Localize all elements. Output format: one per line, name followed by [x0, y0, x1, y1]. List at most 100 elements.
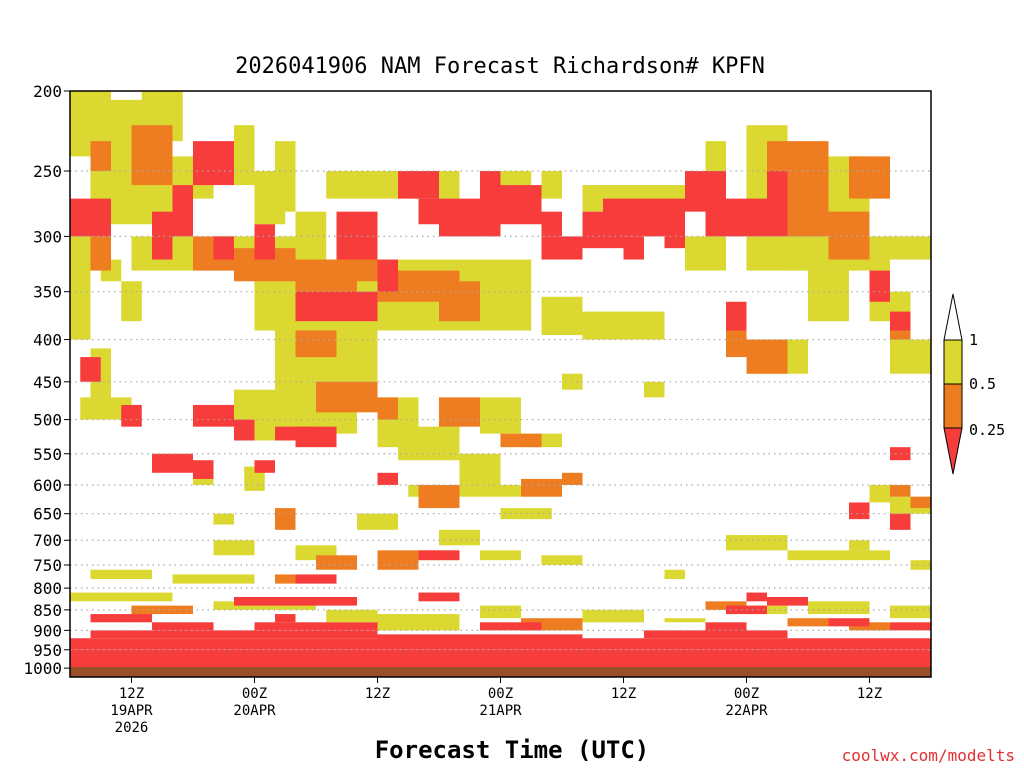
source-credit[interactable]: coolwx.com/modelts [842, 746, 1015, 765]
ri-cell-2-56 [767, 596, 808, 606]
chart-title: 2026041906 NAM Forecast Richardson# KPFN [235, 54, 765, 79]
ri-cell-2-4 [172, 185, 193, 237]
ri-cell-0-13 [234, 125, 255, 186]
y-tick-label-500: 500 [33, 411, 62, 430]
y-tick-label-300: 300 [33, 227, 62, 246]
ri-cell-1-27 [910, 496, 931, 509]
y-axis-ticks: 200 250 300 350 400 450 500 550 600 650 700 750 800 8… [23, 82, 70, 678]
ri-cell-2-57 [418, 592, 460, 602]
ri-cell-0-67 [377, 614, 460, 631]
ri-cell-0-35 [541, 171, 562, 199]
ri-cell-0-30 [541, 296, 583, 336]
x-tick-label-1-1: 20APR [233, 703, 276, 719]
ri-cell-0-44 [890, 339, 931, 374]
ri-cell-2-60 [890, 622, 931, 631]
ri-cell-2-11 [295, 426, 337, 448]
ri-cell-1-19 [275, 508, 296, 530]
y-tick-label-700: 700 [33, 531, 62, 550]
ri-cell-0-76 [213, 513, 234, 525]
y-tick-label-450: 450 [33, 373, 62, 392]
ri-cell-1-0 [90, 141, 111, 172]
ri-cell-2-51 [254, 622, 378, 631]
ri-cell-0-63 [90, 569, 152, 580]
ri-cell-2-24 [603, 198, 644, 237]
ri-cell-0-62 [172, 574, 255, 584]
ri-cell-0-77 [357, 513, 398, 530]
ri-cell-1-29 [275, 574, 296, 584]
ground-layer [70, 667, 931, 677]
x-axis-label: Forecast Time (UTC) [375, 736, 650, 764]
ri-cell-0-37 [685, 236, 726, 271]
x-tick-label-0-1: 19APR [110, 703, 153, 719]
ri-cell-1-2 [90, 236, 111, 271]
ri-cell-0-70 [664, 618, 706, 623]
legend-top-arrow [943, 293, 963, 341]
ri-cell-2-48 [377, 634, 583, 643]
y-tick-label-250: 250 [33, 162, 62, 181]
ri-cell-1-13 [500, 433, 542, 448]
x-tick-label-1-0: 00Z [242, 686, 267, 702]
ri-cell-2-15 [377, 259, 398, 292]
heatmap-cells [70, 91, 931, 669]
ri-cell-1-16 [418, 484, 460, 509]
ri-cell-0-28 [500, 508, 552, 520]
ri-cell-2-7 [254, 224, 275, 260]
ri-cell-2-6 [213, 236, 234, 260]
x-tick-label-3-1: 21APR [479, 703, 522, 719]
y-tick-label-900: 900 [33, 621, 62, 640]
ri-cell-0-55 [910, 560, 931, 570]
ri-cell-0-48 [644, 381, 665, 398]
ri-cell-2-58 [275, 614, 296, 623]
ri-cell-0-52 [726, 535, 788, 551]
ri-cell-0-46 [808, 270, 849, 322]
legend-label-2: 0.25 [969, 421, 1005, 439]
ri-cell-2-31 [767, 171, 788, 225]
x-tick-label-0-0: 12Z [119, 686, 144, 702]
ri-cell-2-19 [439, 211, 501, 237]
ri-cell-2-59 [828, 618, 870, 627]
ri-cell-0-49 [562, 373, 583, 390]
ri-cell-2-45 [70, 638, 931, 650]
ri-cell-2-18 [480, 171, 501, 225]
ri-cell-2-14 [336, 211, 378, 260]
ri-cell-2-2 [121, 404, 142, 427]
y-tick-label-200: 200 [33, 82, 62, 101]
ri-cell-1-33 [787, 618, 829, 627]
ri-cell-1-25 [746, 339, 788, 374]
x-tick-label-6-0: 12Z [857, 686, 882, 702]
ri-cell-2-55 [746, 592, 767, 602]
y-tick-label-650: 650 [33, 505, 62, 524]
ri-cell-0-15 [275, 141, 296, 212]
ri-cell-2-22 [541, 236, 583, 260]
x-tick-label-3-0: 00Z [488, 686, 513, 702]
ri-cell-1-11 [377, 397, 398, 420]
ri-cell-2-21 [541, 211, 562, 237]
ri-cell-1-14 [562, 472, 583, 485]
ri-cell-0-9 [121, 281, 142, 322]
y-tick-label-350: 350 [33, 283, 62, 302]
y-tick-label-800: 800 [33, 579, 62, 598]
ri-cell-0-26 [480, 397, 521, 434]
colorbar-legend: 1 0.5 0.25 [943, 293, 1005, 475]
ri-cell-0-32 [326, 171, 398, 199]
ri-cell-1-22 [828, 211, 870, 260]
x-tick-label-0-2: 2026 [115, 720, 149, 736]
y-tick-label-950: 950 [33, 641, 62, 660]
ri-cell-0-8 [80, 397, 132, 420]
legend-bottom-arrow [943, 427, 963, 475]
ri-cell-2-46 [70, 649, 931, 669]
ri-cell-0-68 [480, 605, 521, 619]
x-tick-label-5-1: 22APR [725, 703, 768, 719]
ri-cell-2-43 [418, 550, 460, 561]
ri-cell-0-69 [582, 609, 644, 623]
ri-cell-2-62 [90, 614, 152, 623]
ri-cell-1-18 [316, 555, 357, 570]
ri-cell-2-29 [705, 198, 747, 237]
ri-cell-0-72 [808, 601, 870, 615]
legend-label-1: 0.5 [969, 375, 996, 393]
ri-cell-2-13 [336, 291, 378, 322]
ri-cell-0-4 [70, 236, 91, 340]
ri-cell-2-37 [890, 513, 911, 530]
ri-cell-1-31 [131, 605, 193, 615]
